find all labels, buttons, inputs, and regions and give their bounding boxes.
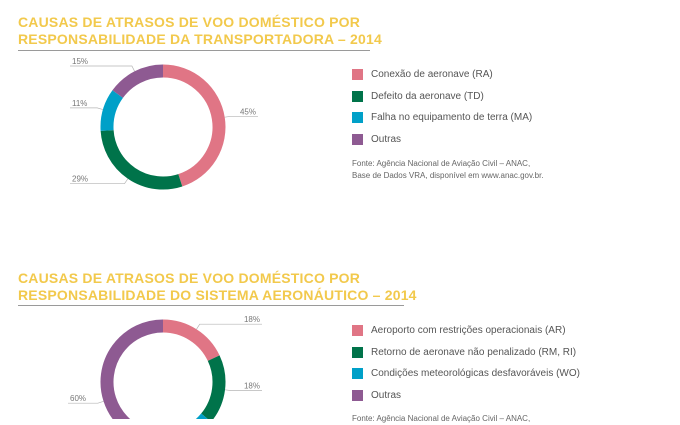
chart1-title-rule: [18, 50, 370, 51]
chart1-legend-item-ma: Falha no equipamento de terra (MA): [352, 107, 532, 129]
chart1-legend-label-outras: Outras: [371, 133, 402, 145]
chart2-legend-swatch-outras: [352, 389, 363, 401]
chart2-legend-item-rm: Retorno de aeronave não penalizado (RM, …: [352, 342, 580, 364]
chart1-leader-4: [70, 65, 135, 72]
chart1-label-3: 11%: [72, 99, 87, 108]
chart1-legend-swatch-ra: [352, 69, 363, 81]
chart1-label-1: 45%: [240, 107, 256, 116]
chart2-leader-1: [196, 323, 262, 330]
chart1-legend: Conexão de aeronave (RA) Defeito da aero…: [352, 64, 532, 150]
chart1-label-2: 29%: [72, 175, 88, 184]
chart1-title-line1: CAUSAS DE ATRASOS DE VOO DOMÉSTICO POR: [18, 14, 361, 30]
chart2-label-4: 60%: [70, 394, 86, 403]
chart2-label-1: 18%: [244, 315, 260, 324]
chart1-legend-item-outras: Outras: [352, 129, 532, 151]
chart1-slice-2: [100, 129, 183, 190]
chart1-legend-label-td: Defeito da aeronave (TD): [371, 90, 484, 102]
chart1-leader-2: [70, 178, 129, 185]
chart2-source-line1: Fonte: Agência Nacional de Aviação Civil…: [352, 414, 531, 423]
chart1-legend-label-ra: Conexão de aeronave (RA): [371, 69, 493, 81]
chart2-legend-label-rm: Retorno de aeronave não penalizado (RM, …: [371, 346, 577, 358]
chart1-source-line1: Fonte: Agência Nacional de Aviação Civil…: [352, 159, 531, 168]
chart1-donut: 45% 29% 11% 15%: [70, 57, 258, 190]
chart1-legend-swatch-td: [352, 90, 363, 102]
chart2-leader-2: [224, 389, 262, 391]
chart1-legend-swatch-ma: [352, 112, 363, 124]
chart2-label-2: 18%: [244, 382, 260, 391]
chart2-legend-swatch-rm: [352, 346, 363, 358]
chart1-legend-label-ma: Falha no equipamento de terra (MA): [371, 112, 533, 124]
chart1-label-4: 15%: [72, 57, 88, 66]
chart2-title-line2: RESPONSABILIDADE DO SISTEMA AERONÁUTICO …: [18, 287, 417, 303]
chart1-title: CAUSAS DE ATRASOS DE VOO DOMÉSTICO POR R…: [18, 14, 382, 48]
chart1-source: Fonte: Agência Nacional de Aviação Civil…: [352, 158, 544, 182]
chart2-legend-swatch-wo: [352, 368, 363, 380]
chart2-source: Fonte: Agência Nacional de Aviação Civil…: [352, 413, 530, 425]
chart1-legend-item-td: Defeito da aeronave (TD): [352, 86, 532, 108]
chart2-title-rule: [18, 305, 404, 306]
chart2-legend-label-outras: Outras: [371, 389, 402, 401]
chart2-donut: 18%18%4%60%: [68, 315, 262, 419]
chart1-leader-1: [224, 115, 258, 118]
chart1-legend-swatch-outras: [352, 133, 363, 145]
chart2-legend-item-wo: Condições meteorológicas desfavoráveis (…: [352, 363, 580, 385]
chart1-slice-4: [112, 64, 164, 99]
chart2-slice-4: [100, 319, 164, 419]
chart2-slice-3: [195, 413, 208, 419]
chart2-legend-swatch-ar: [352, 325, 363, 337]
chart1-legend-item-ra: Conexão de aeronave (RA): [352, 64, 532, 86]
chart2-title: CAUSAS DE ATRASOS DE VOO DOMÉSTICO POR R…: [18, 270, 417, 304]
chart1-slice-3: [100, 90, 124, 131]
chart2-legend-label-ar: Aeroporto com restrições operacionais (A…: [371, 325, 566, 337]
chart1-slice-1: [162, 64, 226, 187]
chart2-slice-1: [162, 319, 220, 362]
chart2-title-line1: CAUSAS DE ATRASOS DE VOO DOMÉSTICO POR: [18, 270, 361, 286]
chart2-legend-item-outras: Outras: [352, 385, 580, 407]
chart2-legend-item-ar: Aeroporto com restrições operacionais (A…: [352, 320, 580, 342]
chart2-leader-4: [68, 400, 104, 404]
chart1-title-line2: RESPONSABILIDADE DA TRANSPORTADORA – 201…: [18, 31, 382, 47]
chart1-leader-3: [70, 107, 104, 110]
chart2-legend: Aeroporto com restrições operacionais (A…: [352, 320, 580, 406]
chart1-source-line2: Base de Dados VRA, disponível em www.ana…: [352, 171, 544, 180]
chart2-legend-label-wo: Condições meteorológicas desfavoráveis (…: [371, 368, 580, 380]
chart2-slice-2: [200, 355, 226, 419]
